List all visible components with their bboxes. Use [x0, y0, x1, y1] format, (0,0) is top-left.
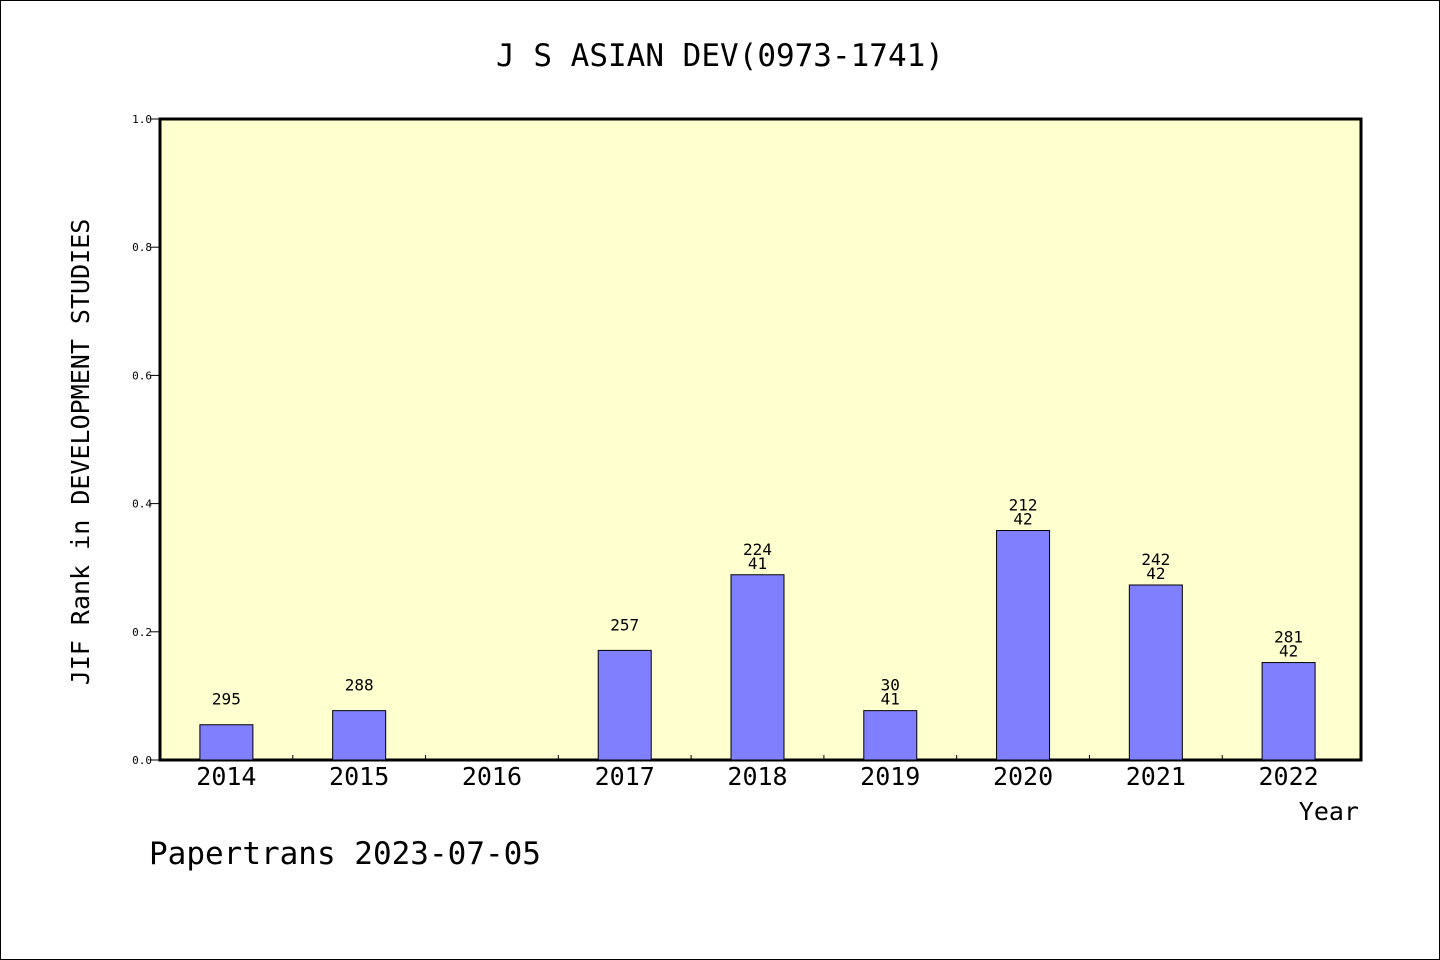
- bar-2018: [730, 574, 785, 761]
- data-label: 212: [1009, 496, 1038, 515]
- bar-2021: [1128, 584, 1183, 761]
- x-tick-label: 2014: [196, 762, 256, 791]
- x-tick-label: 2015: [329, 762, 389, 791]
- data-label: 281: [1274, 628, 1303, 647]
- data-label: 42: [1013, 510, 1032, 529]
- footer-credit: Papertrans 2023-07-05: [149, 836, 541, 872]
- x-tick-label: 2018: [727, 762, 787, 791]
- bars: [199, 530, 1316, 761]
- bar-2014: [199, 724, 254, 761]
- y-tick-label: 0.0: [132, 754, 152, 767]
- x-tick-label: 2017: [595, 762, 655, 791]
- data-label: 30: [881, 676, 900, 695]
- y-tick-label: 0.6: [132, 369, 152, 382]
- x-axis-labels: 2014 2015 2016 2017 2018 2019 2020 2021 2022: [196, 762, 1318, 791]
- y-tick-label: 0.4: [132, 498, 152, 511]
- y-axis-title: JIF Rank in DEVELOPMENT STUDIES: [66, 219, 95, 686]
- bar-2015: [332, 710, 387, 761]
- x-tick-label: 2022: [1259, 762, 1319, 791]
- y-tick-label: 0.8: [132, 241, 152, 254]
- data-label: 41: [748, 554, 767, 573]
- bar-2020: [996, 530, 1051, 761]
- x-tick-label: 2019: [860, 762, 920, 791]
- data-label: 295: [212, 690, 241, 709]
- data-label: 288: [345, 676, 374, 695]
- bar-2019: [863, 710, 918, 761]
- y-tick-label: 1.0: [132, 113, 152, 126]
- data-label: 224: [743, 540, 772, 559]
- chart-title: J S ASIAN DEV(0973-1741): [496, 38, 944, 74]
- x-tick-label: 2020: [993, 762, 1053, 791]
- y-tick-label: 0.2: [132, 626, 152, 639]
- x-axis-ticks: [292, 755, 1223, 760]
- data-label: 257: [610, 615, 639, 634]
- data-label: 42: [1146, 564, 1165, 583]
- data-label: 242: [1141, 550, 1170, 569]
- x-tick-label: 2021: [1126, 762, 1186, 791]
- y-axis: 0.0 0.2 0.4 0.6 0.8 1.0: [132, 113, 160, 767]
- data-label: 41: [881, 690, 900, 709]
- x-axis-title: Year: [1299, 797, 1359, 826]
- data-label: 42: [1279, 642, 1298, 661]
- bar-2017: [597, 649, 652, 761]
- bar-2022: [1261, 662, 1316, 761]
- x-tick-label: 2016: [462, 762, 522, 791]
